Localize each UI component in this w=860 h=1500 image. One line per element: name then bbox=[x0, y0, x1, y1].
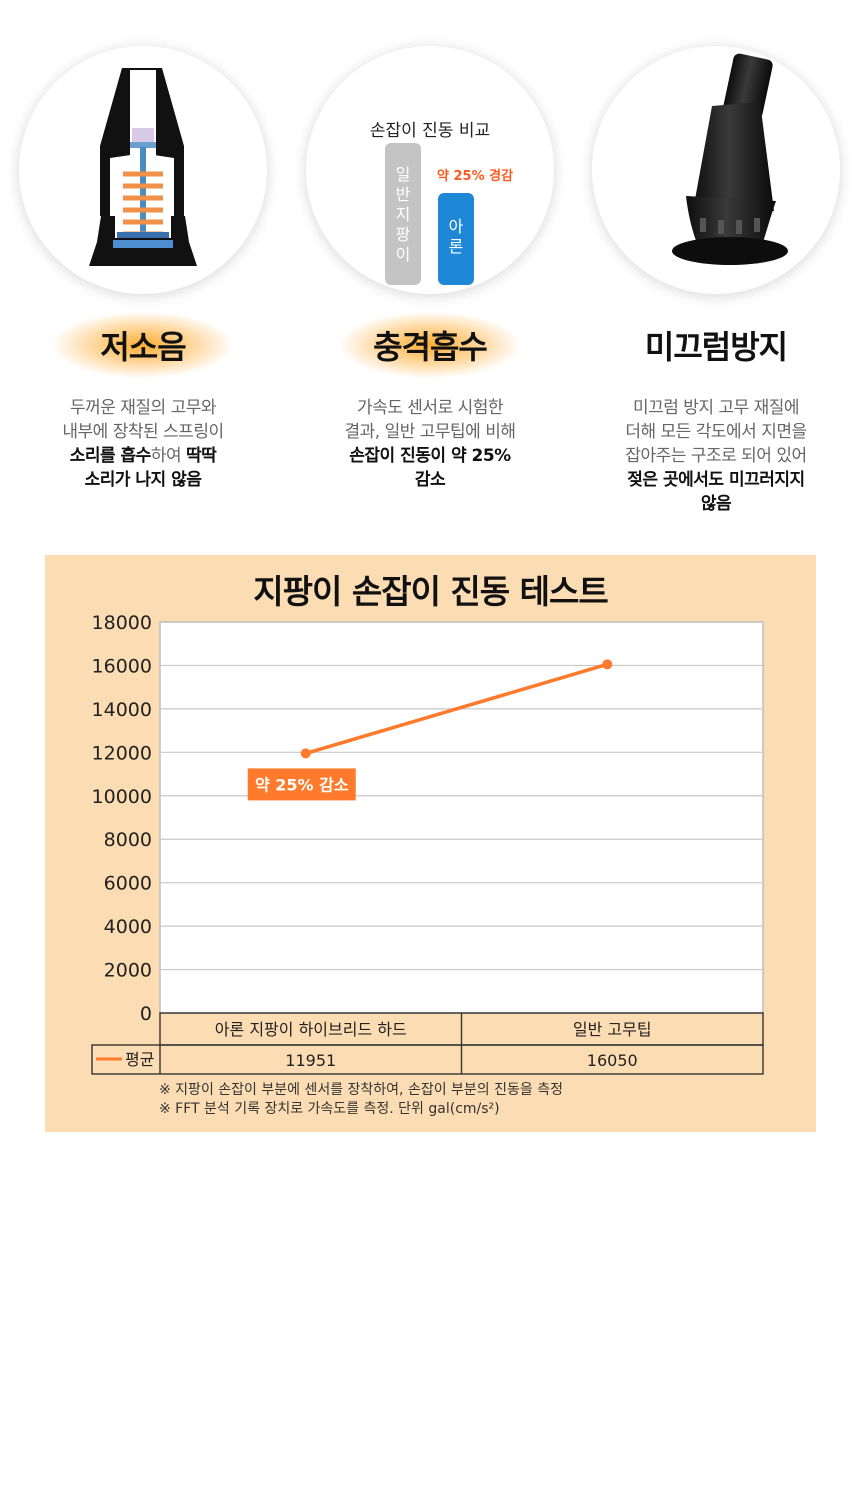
x-category-label: 아론 지팡이 하이브리드 하드 bbox=[215, 1020, 407, 1039]
description-text: 잡아주는 구조로 되어 있어 bbox=[625, 446, 807, 466]
description-text: 손잡이 진동이 약 25% bbox=[349, 446, 511, 466]
footnote-line: ※ 지팡이 손잡이 부분에 센서를 장착하여, 손잡이 부분의 진동을 측정 bbox=[159, 1082, 563, 1098]
description-text: 소리를 흡수 bbox=[69, 446, 152, 466]
y-tick-label: 8000 bbox=[104, 829, 152, 851]
compare-title: 손잡이 진동 비교 bbox=[369, 121, 491, 141]
description-text: 결과, 일반 고무팁에 비해 bbox=[344, 422, 516, 442]
legend-label: 평균 bbox=[125, 1050, 154, 1069]
table-value-label: 11951 bbox=[285, 1051, 336, 1070]
bar-label-char: 지 bbox=[395, 205, 411, 224]
bar-label-char: 이 bbox=[395, 245, 411, 264]
feature-title: 미끄럼방지 bbox=[644, 328, 788, 366]
rubber-tip-illustration bbox=[672, 53, 788, 265]
reduction-note: 약 25% 경감 bbox=[437, 169, 514, 184]
spring-mechanism-image bbox=[19, 46, 267, 294]
spring-mechanism-illustration bbox=[89, 68, 197, 266]
y-tick-label: 0 bbox=[140, 1003, 152, 1025]
description-text: 감소 bbox=[414, 470, 446, 490]
rubber-tip-image bbox=[592, 46, 840, 294]
footnote-line: ※ FFT 분석 기록 장치로 가속도를 측정. 단위 gal(cm/s²) bbox=[159, 1101, 500, 1117]
y-tick-label: 16000 bbox=[92, 655, 152, 677]
reduction-annotation-box bbox=[247, 768, 356, 801]
description-text: 더해 모든 각도에서 지면을 bbox=[625, 422, 807, 442]
y-tick-label: 18000 bbox=[92, 612, 152, 634]
series-line bbox=[305, 662, 608, 756]
data-point bbox=[300, 748, 311, 759]
vibration-test-chart-panel: 지팡이 손잡이 진동 테스트 0 2000 4000 6000 8000 10000 120… bbox=[45, 555, 816, 1132]
chart-footnotes: ※ 지팡이 손잡이 부분에 센서를 장착하여, 손잡이 부분의 진동을 측정 ※… bbox=[159, 1081, 563, 1119]
description-text: 가속도 센서로 시험한 bbox=[356, 398, 504, 418]
value-row bbox=[91, 1044, 764, 1075]
description-text: 젖은 곳에서도 미끄러지지 bbox=[627, 470, 805, 490]
description-text: 않음 bbox=[700, 494, 732, 514]
bar-label-char: 론 bbox=[448, 237, 464, 256]
y-tick-label: 6000 bbox=[104, 873, 152, 895]
x-category-label: 일반 고무팁 bbox=[573, 1020, 652, 1039]
bar-label-char: 일 bbox=[395, 165, 411, 184]
table-value-label: 16050 bbox=[587, 1051, 638, 1070]
reduction-annotation-label: 약 25% 감소 bbox=[255, 775, 349, 794]
bar-label-char: 팡 bbox=[395, 225, 411, 244]
bar-label-char: 반 bbox=[395, 185, 411, 204]
title-glow bbox=[53, 312, 233, 378]
description-text: 하여 bbox=[150, 446, 187, 466]
y-tick-label: 10000 bbox=[92, 786, 152, 808]
data-point bbox=[602, 659, 613, 670]
feature-title: 충격흡수 bbox=[373, 328, 488, 366]
description-text: 내부에 장착된 스프링이 bbox=[62, 422, 224, 442]
y-tick-label: 4000 bbox=[104, 916, 152, 938]
description-text: 딱딱 bbox=[186, 446, 217, 466]
description-text: 두꺼운 재질의 고무와 bbox=[69, 398, 217, 418]
chart-title: 지팡이 손잡이 진동 테스트 bbox=[253, 572, 608, 611]
y-tick-label: 12000 bbox=[92, 742, 152, 764]
description-text: 소리가 나지 않음 bbox=[84, 470, 202, 490]
plot-area bbox=[159, 621, 764, 1014]
chart-canvas: 0 2000 4000 6000 8000 10000 12000 14000 16000 180… bbox=[91, 612, 764, 1075]
title-glow bbox=[340, 312, 520, 378]
y-tick-label: 14000 bbox=[92, 699, 152, 721]
description-text: 미끄럼 방지 고무 재질에 bbox=[632, 398, 800, 418]
bar-label-char: 아 bbox=[448, 217, 464, 236]
feature-title: 저소음 bbox=[100, 328, 186, 366]
y-tick-label: 2000 bbox=[104, 960, 152, 982]
